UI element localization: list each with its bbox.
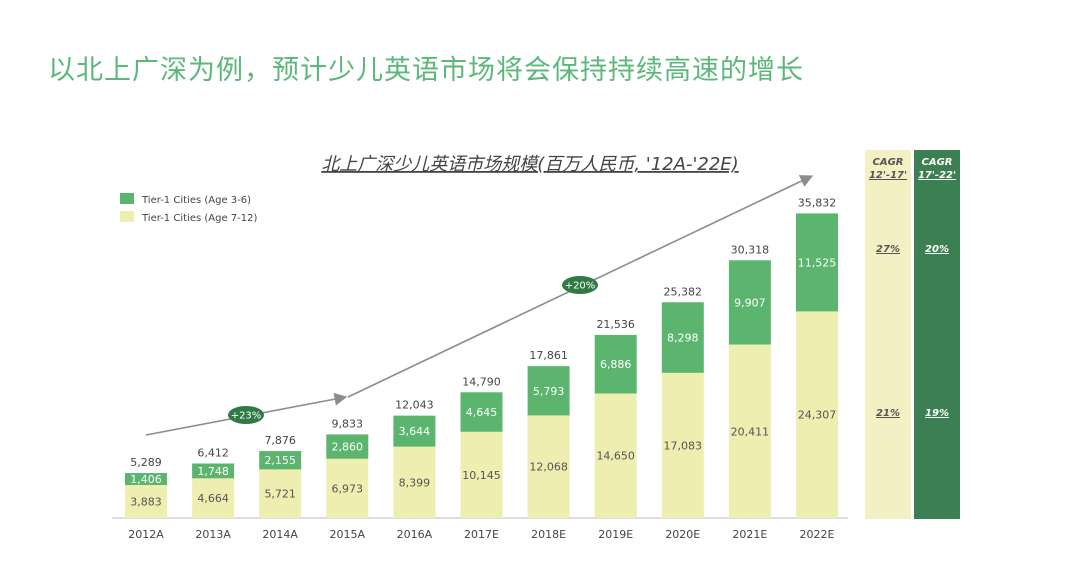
bar-segment-age-3-6 — [326, 434, 369, 459]
legend-swatch — [120, 193, 134, 204]
bar-segment-age-7-12 — [527, 415, 570, 518]
x-tick-label: 2016A — [397, 528, 433, 541]
bar-segment-age-3-6 — [728, 260, 771, 345]
bar-label-age-7-12: 14,650 — [596, 450, 635, 463]
bar-label-age-3-6: 2,860 — [332, 441, 364, 454]
legend-label: Tier-1 Cities (Age 7-12) — [141, 213, 257, 224]
bar-total-label: 6,412 — [197, 446, 229, 459]
bar-total-label: 17,861 — [529, 349, 568, 362]
bar-label-age-3-6: 5,793 — [533, 385, 565, 398]
x-tick-label: 2017E — [464, 528, 499, 541]
bar-segment-age-7-12 — [594, 393, 637, 518]
bar-total-label: 9,833 — [332, 417, 364, 430]
bar-segment-age-7-12 — [460, 431, 503, 518]
bar-segment-age-3-6 — [125, 473, 167, 485]
bar-segment-age-7-12 — [326, 458, 369, 518]
bar-label-age-7-12: 5,721 — [264, 488, 296, 501]
growth-badge-label: +23% — [231, 411, 262, 422]
x-tick-label: 2019E — [598, 528, 633, 541]
bar-total-label: 25,382 — [664, 285, 703, 298]
bar-label-age-3-6: 11,525 — [798, 256, 837, 269]
x-tick-label: 2015A — [330, 528, 366, 541]
bar-label-age-7-12: 10,145 — [462, 469, 501, 482]
cagr-value-age-7-12: 21% — [876, 408, 900, 419]
bar-total-label: 12,043 — [395, 399, 434, 412]
bar-label-age-3-6: 8,298 — [667, 332, 699, 345]
bar-label-age-7-12: 12,068 — [529, 461, 568, 474]
bar-total-label: 14,790 — [462, 375, 501, 388]
page-title: 以北上广深为例，预计少儿英语市场将会保持持续高速的增长 — [48, 55, 804, 86]
bar-label-age-3-6: 1,748 — [197, 465, 229, 478]
x-tick-label: 2012A — [128, 528, 164, 541]
bar-label-age-3-6: 4,645 — [466, 406, 498, 419]
x-tick-label: 2020E — [665, 528, 700, 541]
cagr-value-age-3-6: 27% — [876, 244, 900, 255]
bar-label-age-3-6: 1,406 — [130, 473, 162, 486]
x-tick-label: 2021E — [732, 528, 767, 541]
bar-segment-age-3-6 — [796, 213, 838, 312]
cagr-column-bg — [865, 150, 911, 519]
bar-segment-age-3-6 — [393, 415, 436, 447]
cagr-period: 12'-17' — [869, 170, 907, 181]
bar-label-age-3-6: 6,886 — [600, 358, 632, 371]
bar-label-age-3-6: 2,155 — [264, 454, 296, 467]
bar-segment-age-7-12 — [192, 478, 235, 518]
x-tick-label: 2018E — [531, 528, 566, 541]
bar-segment-age-3-6 — [527, 366, 570, 416]
bar-label-age-7-12: 3,883 — [130, 495, 162, 508]
chart-title: 北上广深少儿英语市场规模(百万人民币, '12A-'22E) — [321, 154, 738, 175]
cagr-value-age-3-6: 20% — [925, 244, 949, 255]
bar-total-label: 5,289 — [130, 456, 162, 469]
bar-segment-age-7-12 — [125, 484, 167, 518]
growth-badge-label: +20% — [565, 281, 596, 292]
x-tick-label: 2013A — [195, 528, 231, 541]
bar-segment-age-7-12 — [728, 344, 771, 518]
bar-label-age-7-12: 8,399 — [399, 476, 431, 489]
bar-segment-age-3-6 — [192, 463, 235, 479]
cagr-period: 17'-22' — [918, 170, 956, 181]
bar-segment-age-7-12 — [259, 469, 302, 518]
bar-total-label: 7,876 — [264, 434, 296, 447]
legend-swatch — [120, 211, 134, 222]
bar-label-age-7-12: 6,973 — [332, 482, 364, 495]
bar-segment-age-3-6 — [661, 302, 704, 373]
bar-total-label: 35,832 — [798, 196, 837, 209]
cagr-header: CAGR — [922, 157, 953, 168]
bar-label-age-7-12: 20,411 — [731, 425, 770, 438]
bar-label-age-7-12: 24,307 — [798, 409, 837, 422]
cagr-header: CAGR — [873, 157, 904, 168]
bar-label-age-3-6: 9,907 — [734, 296, 766, 309]
bar-segment-age-3-6 — [259, 451, 302, 470]
bar-segment-age-7-12 — [661, 372, 704, 518]
bar-total-label: 30,318 — [731, 243, 770, 256]
legend-label: Tier-1 Cities (Age 3-6) — [141, 195, 251, 206]
growth-badge — [228, 406, 264, 424]
cagr-value-age-7-12: 19% — [925, 408, 949, 419]
growth-badge — [562, 276, 598, 294]
bar-segment-age-3-6 — [460, 392, 503, 432]
bar-label-age-7-12: 17,083 — [664, 439, 703, 452]
bar-label-age-3-6: 3,644 — [399, 425, 431, 438]
bar-label-age-7-12: 4,664 — [197, 492, 229, 505]
bar-total-label: 21,536 — [596, 318, 635, 331]
bar-segment-age-3-6 — [594, 334, 637, 394]
bar-segment-age-7-12 — [393, 446, 436, 518]
x-tick-label: 2014A — [262, 528, 298, 541]
bar-segment-age-7-12 — [796, 311, 838, 518]
x-tick-label: 2022E — [800, 528, 835, 541]
cagr-column-bg — [914, 150, 960, 519]
